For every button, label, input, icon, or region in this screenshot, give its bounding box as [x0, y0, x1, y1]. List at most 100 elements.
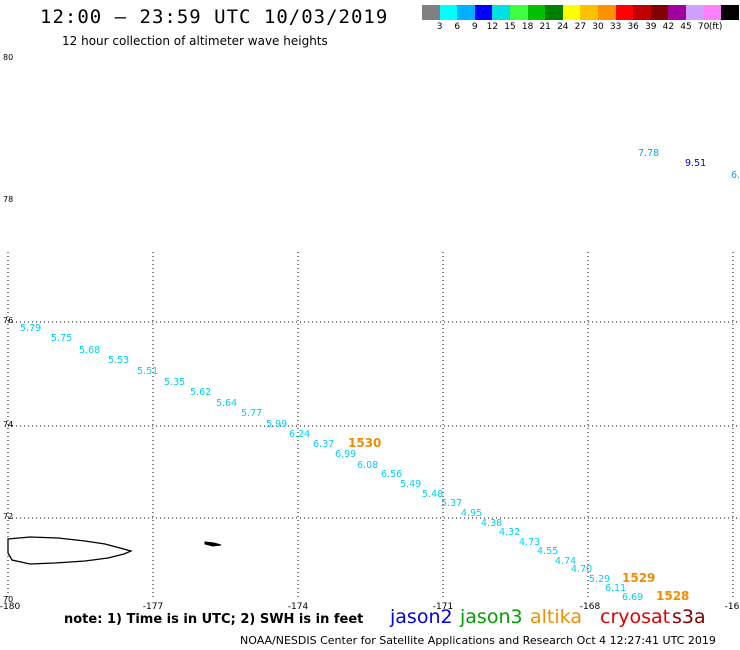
wave-height-value: 5.48 — [422, 489, 443, 500]
legend-label: 3 — [436, 22, 443, 32]
satellite-jason3: jason3 — [460, 606, 523, 628]
wave-height-value: 6.99 — [335, 449, 356, 460]
legend-swatch — [492, 5, 510, 20]
wave-height-value: 4.73 — [519, 537, 540, 548]
legend-swatch — [580, 5, 598, 20]
wave-height-value: 6. — [731, 170, 740, 181]
legend-unit: (ft) — [708, 22, 723, 32]
legend-swatch — [545, 5, 563, 20]
latitude-label: 80 — [3, 53, 13, 62]
legend-swatch — [597, 5, 616, 20]
pass-time-label: 1529 — [622, 571, 655, 585]
legend-label: 15 — [504, 22, 516, 32]
wave-height-value: 6.37 — [313, 439, 334, 450]
wave-height-value: 9.51 — [685, 158, 706, 169]
legend-label: 45 — [680, 22, 692, 32]
wave-height-value: 5.29 — [589, 574, 610, 585]
wave-height-values: 5.79 5.75 5.68 5.53 5.51 5.35 5.62 5.64 5.77 5.99… — [20, 148, 740, 603]
wave-height-value: 5.99 — [266, 419, 287, 430]
wave-height-value: 5.35 — [164, 377, 185, 388]
legend-swatch — [457, 5, 475, 20]
coastline — [7, 536, 222, 565]
legend-swatch — [509, 5, 528, 20]
wave-height-value: 5.75 — [51, 333, 72, 344]
wave-height-value: 5.62 — [190, 387, 211, 398]
pass-time-label: 1528 — [656, 589, 689, 603]
wave-height-value: 5.51 — [137, 366, 158, 377]
axis-labels: 80 78 76 74 72 70-180 -177 -174 -171 -168 -16 — [0, 53, 740, 612]
wave-height-value: 4.38 — [481, 518, 502, 529]
wave-height-value: 5.64 — [216, 398, 237, 409]
wave-height-value: 6.08 — [357, 460, 378, 471]
legend-label: 21 — [539, 22, 551, 32]
longitude-label: -16 — [725, 602, 740, 612]
wave-height-value: 5.49 — [400, 479, 421, 490]
legend-label: 9 — [471, 22, 478, 32]
legend-swatch — [439, 5, 458, 20]
longitude-label: -168 — [580, 602, 601, 612]
legend-label: 36 — [627, 22, 639, 32]
wave-height-value: 4.70 — [571, 564, 592, 575]
wave-height-value: 6.24 — [289, 429, 310, 440]
footer-note: note: 1) Time is in UTC; 2) SWH is in fe… — [64, 612, 364, 627]
legend-swatch — [562, 5, 581, 20]
wrangel-island-outline — [7, 536, 133, 565]
graticule — [7, 252, 740, 598]
longitude-label: -174 — [288, 602, 309, 612]
legend-swatch — [633, 5, 651, 20]
latitude-label: 72 — [3, 512, 13, 521]
longitude-label: -177 — [143, 602, 163, 612]
longitude-label: -180 — [0, 602, 20, 612]
legend-swatch — [650, 5, 669, 20]
satellite-cryosat: cryosat — [600, 606, 671, 628]
legend-swatch — [721, 5, 739, 20]
legend-label: 39 — [645, 22, 657, 32]
color-legend: 3 6 9 12 15 18 21 24 27 30 33 36 39 42 45 70 (ft) — [422, 5, 740, 37]
wave-height-value: 5.77 — [241, 408, 262, 419]
wave-height-value: 5.53 — [108, 355, 129, 366]
legend-labels: 3 6 9 12 15 18 21 24 27 30 33 36 39 42 45 70 (ft) — [422, 20, 740, 34]
wave-height-value: 4.32 — [499, 527, 520, 538]
legend-label: 42 — [662, 22, 675, 32]
legend-label: 70 — [697, 22, 710, 32]
legend-swatch — [474, 5, 493, 20]
satellite-s3a: s3a — [672, 606, 706, 628]
pass-time-label: 1530 — [348, 436, 381, 450]
legend-swatch — [527, 5, 546, 20]
legend-swatch — [668, 5, 686, 20]
legend-swatch — [685, 5, 704, 20]
wave-height-value: 4.55 — [537, 546, 558, 557]
latitude-label: 74 — [3, 420, 13, 429]
legend-label: 12 — [486, 22, 499, 32]
legend-swatches — [422, 5, 740, 20]
legend-label: 33 — [609, 22, 622, 32]
map-title: 12:00 — 23:59 UTC 10/03/2019 — [40, 6, 389, 28]
satellite-jason2: jason2 — [390, 606, 453, 628]
legend-label: 18 — [521, 22, 534, 32]
wave-height-value: 5.79 — [20, 323, 41, 334]
longitude-label: -171 — [433, 602, 453, 612]
herald-island-outline — [204, 541, 222, 547]
legend-swatch — [703, 5, 722, 20]
legend-swatch — [422, 5, 440, 20]
wave-height-value: 4.74 — [555, 556, 576, 567]
wave-height-value: 6.69 — [622, 592, 643, 603]
map-subtitle: 12 hour collection of altimeter wave hei… — [62, 34, 328, 48]
wave-height-value: 6.56 — [381, 469, 402, 480]
legend-label: 6 — [454, 22, 461, 32]
wave-height-value: 5.68 — [79, 345, 100, 356]
latitude-label: 70 — [3, 595, 13, 604]
wave-height-value: 6.11 — [605, 583, 626, 594]
wave-height-value: 7.78 — [638, 148, 659, 159]
latitude-label: 76 — [3, 316, 13, 325]
legend-swatch — [615, 5, 634, 20]
legend-label: 27 — [574, 22, 587, 32]
credit-line: NOAA/NESDIS Center for Satellite Applica… — [240, 634, 716, 647]
wave-height-value: 5.37 — [441, 498, 462, 509]
legend-label: 30 — [592, 22, 604, 32]
latitude-label: 78 — [3, 195, 13, 204]
legend-label: 24 — [557, 22, 569, 32]
satellite-altika: altika — [530, 606, 582, 628]
wave-height-value: 4.95 — [461, 508, 482, 519]
